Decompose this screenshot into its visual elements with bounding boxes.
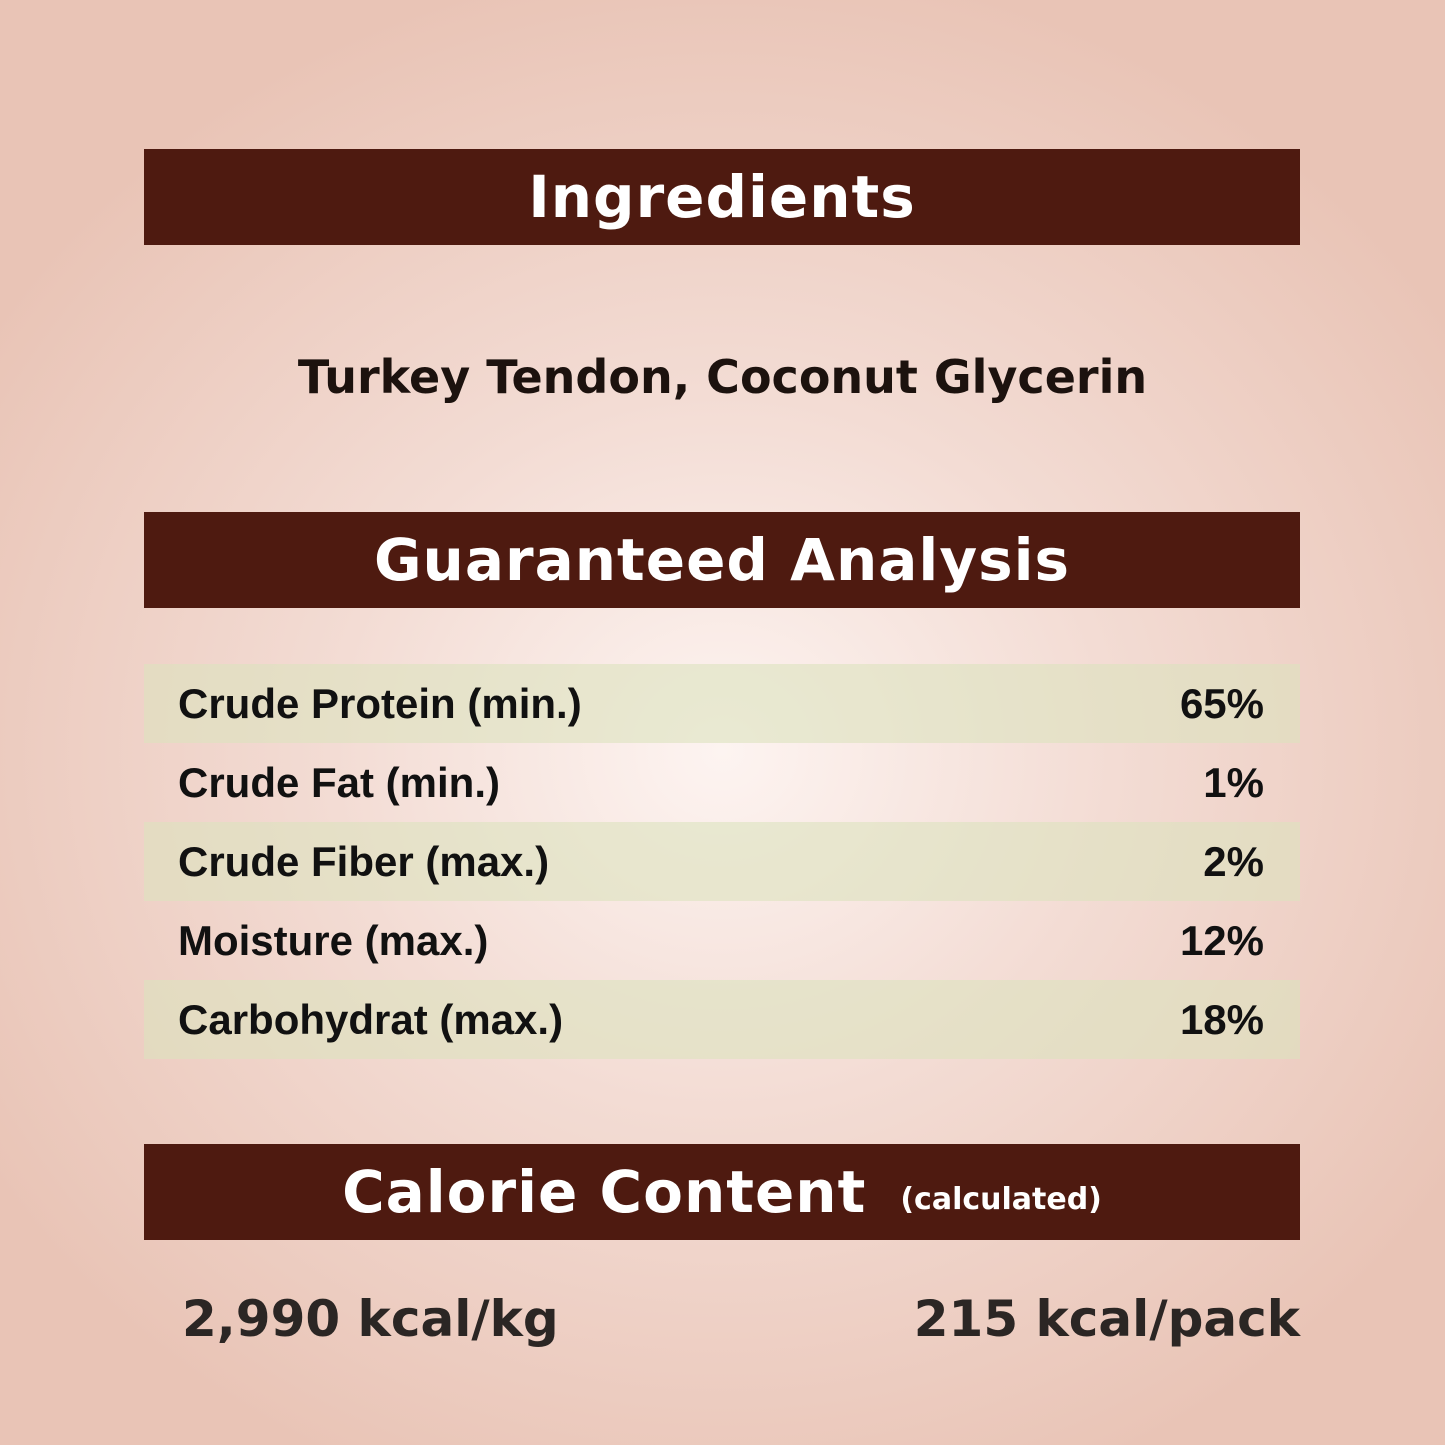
analysis-header: Guaranteed Analysis — [144, 512, 1300, 608]
calorie-header: Calorie Content (calculated) — [144, 1144, 1300, 1240]
row-label: Crude Fat (min.) — [178, 758, 500, 806]
calories-per-pack: 215 kcal/pack — [913, 1290, 1300, 1348]
analysis-row: Crude Fat (min.) 1% — [144, 743, 1300, 822]
ingredients-header: Ingredients — [144, 149, 1300, 245]
calories-per-kg: 2,990 kcal/kg — [182, 1290, 559, 1348]
row-value: 12% — [1179, 916, 1264, 964]
row-value: 65% — [1179, 679, 1264, 727]
analysis-row: Crude Fiber (max.) 2% — [144, 822, 1300, 901]
row-label: Crude Fiber (max.) — [178, 837, 550, 885]
calorie-subtitle: (calculated) — [900, 1181, 1102, 1217]
row-label: Crude Protein (min.) — [178, 679, 582, 727]
row-value: 1% — [1203, 758, 1264, 806]
row-label: Carbohydrat (max.) — [178, 995, 564, 1043]
ingredients-title: Ingredients — [528, 163, 916, 231]
analysis-row: Crude Protein (min.) 65% — [144, 664, 1300, 743]
row-value: 18% — [1179, 995, 1264, 1043]
analysis-title: Guaranteed Analysis — [373, 526, 1071, 594]
row-label: Moisture (max.) — [178, 916, 489, 964]
ingredients-text: Turkey Tendon, Coconut Glycerin — [297, 350, 1148, 404]
row-value: 2% — [1203, 837, 1264, 885]
calorie-title: Calorie Content — [342, 1158, 867, 1226]
analysis-row: Moisture (max.) 12% — [144, 901, 1300, 980]
analysis-row: Carbohydrat (max.) 18% — [144, 980, 1300, 1059]
